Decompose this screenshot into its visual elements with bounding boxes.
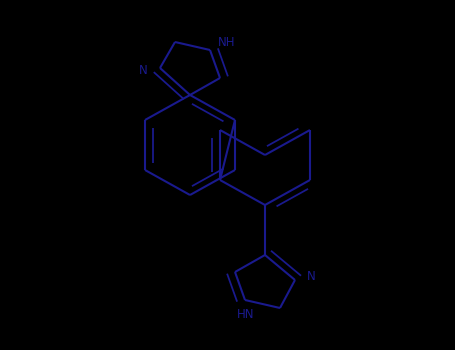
Text: HN: HN — [237, 308, 254, 321]
Text: NH: NH — [218, 35, 236, 49]
Text: N: N — [139, 63, 148, 77]
Text: N: N — [307, 270, 316, 282]
